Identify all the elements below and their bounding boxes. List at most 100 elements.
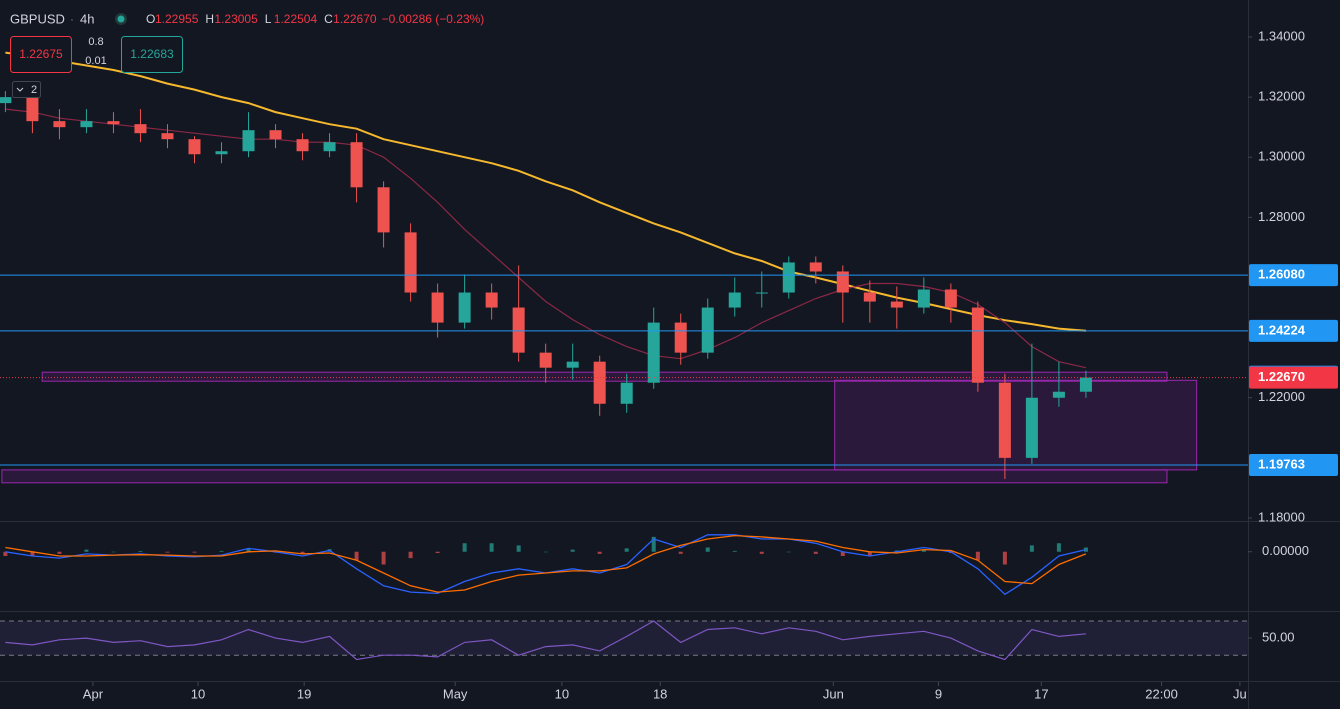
candle-body xyxy=(1025,397,1038,458)
ohlc-key: C xyxy=(324,12,333,26)
y-tick-label: 1.22000 xyxy=(1258,389,1305,404)
candle-body xyxy=(485,292,498,308)
macd-histogram-bar xyxy=(30,551,35,556)
candle-body xyxy=(620,382,633,404)
spread: 0.8 xyxy=(88,36,103,48)
macd-histogram-bar xyxy=(651,536,656,552)
y-tick-label: 1.30000 xyxy=(1258,149,1305,164)
y-tick-label: 1.28000 xyxy=(1258,209,1305,224)
ohlc-value: 1.22955 xyxy=(155,12,199,26)
macd-histogram-bar xyxy=(165,551,170,553)
macd-histogram-bar xyxy=(489,543,494,552)
level-label: 1.19763 xyxy=(1258,456,1305,471)
macd-histogram-bar xyxy=(435,551,440,554)
candle-body xyxy=(269,130,282,140)
buy-price[interactable]: 1.22683 xyxy=(130,47,174,61)
candle-body xyxy=(188,139,201,155)
candle-body xyxy=(80,121,93,128)
x-tick-label: Jun xyxy=(823,686,844,701)
candle-body xyxy=(593,361,606,404)
ohlc-legend: O 1.22955 H 1.23005 L 1.22504 C 1.22670 −0.00286… xyxy=(146,12,484,26)
candle-body xyxy=(53,121,66,128)
candle-body xyxy=(1052,391,1065,398)
ohlc-value: 1.22670 xyxy=(333,12,377,26)
macd-histogram-bar xyxy=(543,551,548,553)
macd-histogram-bar xyxy=(462,543,467,552)
macd-histogram-bar xyxy=(219,550,224,552)
candle-body xyxy=(917,289,930,308)
macd-histogram-bar xyxy=(705,547,710,552)
macd-histogram-bar xyxy=(759,551,764,554)
macd-histogram-bar xyxy=(570,549,575,552)
signal-line xyxy=(5,534,1087,593)
macd-histogram-bar xyxy=(894,550,899,552)
candle-body xyxy=(809,262,822,272)
candle-body xyxy=(728,292,741,308)
indicators-toggle[interactable] xyxy=(12,81,41,98)
moving-average xyxy=(5,108,1087,369)
macd-histogram-bar xyxy=(3,551,8,556)
level-label-bg xyxy=(1249,319,1338,342)
macd-histogram-bar xyxy=(84,549,89,552)
macd-histogram-bar xyxy=(138,550,143,552)
ohlc-value: 1.22504 xyxy=(274,12,318,26)
candle-body xyxy=(512,307,525,353)
macd-histogram-bar xyxy=(732,550,737,552)
y-tick-label: 1.32000 xyxy=(1258,89,1305,104)
macd-histogram-bar xyxy=(354,551,359,561)
candle-body xyxy=(647,322,660,383)
candle-body xyxy=(971,307,984,383)
rsi-pane xyxy=(0,620,1248,661)
candle-body xyxy=(998,382,1011,458)
sell-button[interactable] xyxy=(10,36,72,73)
buy-button[interactable] xyxy=(121,36,183,73)
chevron-icon xyxy=(16,87,24,92)
x-tick-label: 18 xyxy=(653,686,667,701)
macd-histogram-bar xyxy=(111,551,116,553)
candle-body xyxy=(242,130,255,152)
symbol[interactable]: GBPUSD xyxy=(10,11,65,26)
lot-size[interactable]: 0.01 xyxy=(85,55,106,67)
macd-histogram-bar xyxy=(975,551,980,561)
macd-histogram-bar xyxy=(246,548,251,552)
macd-histogram-bar xyxy=(867,551,872,556)
candle-body xyxy=(26,97,39,122)
candle-body xyxy=(404,232,417,293)
candle-body xyxy=(350,142,363,188)
macd-histogram-bar xyxy=(840,551,845,556)
rsi-line xyxy=(5,620,1086,661)
macd-histogram-bar xyxy=(678,551,683,554)
level-label: 1.22670 xyxy=(1258,369,1305,384)
macd-histogram-bar xyxy=(516,545,521,552)
sell-price[interactable]: 1.22675 xyxy=(19,47,63,61)
price-change: −0.00286 (−0.23%) xyxy=(382,12,485,26)
macd-histogram-bar xyxy=(192,551,197,553)
candle-body xyxy=(944,289,957,308)
level-label-bg xyxy=(1249,453,1338,476)
ohlc-value: 1.23005 xyxy=(214,12,258,26)
candle-body xyxy=(863,292,876,302)
x-tick-label: 17 xyxy=(1034,686,1048,701)
candle-body xyxy=(674,322,687,353)
macd-histogram-bar xyxy=(1083,547,1088,552)
ohlc-key: O xyxy=(146,12,155,26)
macd-histogram-bar xyxy=(786,551,791,553)
macd-histogram-bar xyxy=(1002,551,1007,565)
candle-body xyxy=(566,361,579,368)
interval[interactable]: 4h xyxy=(80,11,94,26)
price-pane xyxy=(0,51,1248,479)
macd-pane xyxy=(3,534,1088,596)
level-label-bg xyxy=(1249,264,1338,287)
zone xyxy=(834,379,1198,471)
moving-average xyxy=(5,51,1086,332)
x-tick-label: 19 xyxy=(297,686,311,701)
indicators-count[interactable]: 2 xyxy=(31,84,37,96)
y-tick-label: 0.00000 xyxy=(1262,543,1309,558)
macd-histogram-bar xyxy=(381,551,386,565)
macd-histogram-bar xyxy=(813,551,818,554)
ohlc-key: H xyxy=(205,12,214,26)
macd-histogram-bar xyxy=(1056,543,1061,552)
